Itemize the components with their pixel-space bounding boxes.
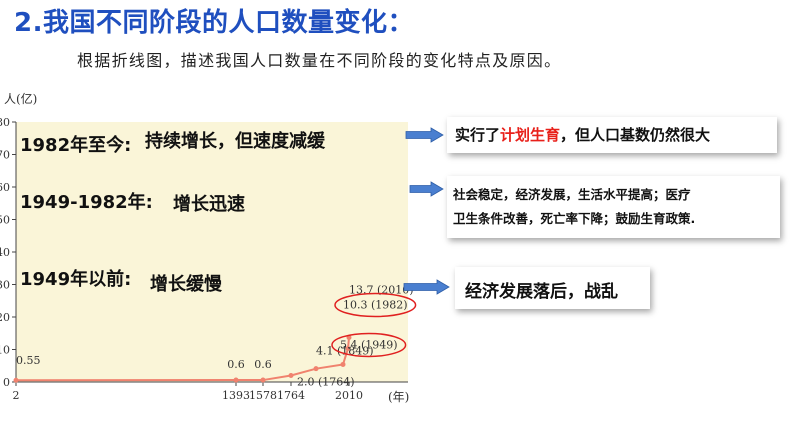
y-tick-label: 50 [0, 214, 10, 227]
data-label: 10.3 (1982) [343, 299, 408, 312]
instruction-text: 根据折线图，描述我国人口数量在不同阶段的变化特点及原因。 [77, 51, 562, 70]
arrow-early [403, 279, 450, 295]
stage-trait-mid: 增长迅速 [173, 194, 245, 215]
cause-early-text: 经济发展落后，战乱 [465, 282, 618, 302]
y-tick-label: 70 [0, 149, 10, 162]
data-label: 0.6 [254, 358, 272, 371]
x-tick-label: 1578 [249, 389, 277, 402]
cause-box-mid: 社会稳定，经济发展，生活水平提高；医疗 卫生条件改善，死亡率下降；鼓励生育政策. [447, 176, 780, 238]
x-tick-label: 1393 [222, 389, 250, 402]
stage-period-early: 1949年以前: [20, 269, 132, 290]
data-point [313, 366, 319, 372]
data-point [340, 361, 346, 367]
x-tick-label: 1764 [277, 389, 305, 402]
stage-trait-recent: 持续增长，但速度减缓 [145, 131, 325, 152]
cause-recent-highlight: 计划生育 [500, 126, 561, 144]
x-tick-label: 2 [13, 389, 20, 402]
highlight-ellipse [334, 292, 417, 318]
arrow-recent [405, 127, 444, 143]
cause-box-recent: 实行了计划生育，但人口基数仍然很大 [447, 117, 777, 153]
y-tick-label: 60 [0, 181, 10, 194]
cause-recent-suffix: ，但人口基数仍然很大 [560, 126, 711, 144]
data-point [233, 377, 239, 383]
stage-period-mid: 1949-1982年: [20, 192, 153, 213]
data-point [260, 377, 266, 383]
population-series-line [15, 337, 350, 382]
data-label: 4.1 (1849) [316, 345, 374, 358]
stage-trait-early: 增长缓慢 [150, 274, 222, 295]
y-tick-label: 30 [0, 279, 10, 292]
x-axis-label: (年) [388, 390, 409, 404]
stage-period-recent: 1982年至今: [20, 135, 132, 156]
data-point [288, 373, 294, 378]
plot-background [16, 122, 408, 382]
cause-mid-line-2: 卫生条件改善，死亡率下降；鼓励生育政策. [453, 211, 696, 226]
data-point [13, 377, 19, 383]
data-label: 0.55 [16, 354, 41, 367]
y-tick-label: 20 [0, 311, 10, 324]
y-tick-label: 10 [0, 344, 10, 357]
y-axis-label: 人(亿) [4, 91, 37, 106]
slide-title: 2.我国不同阶段的人口数量变化： [14, 8, 414, 38]
data-label: 0.6 [227, 358, 245, 371]
data-label: 2.0 (1764) [297, 376, 355, 389]
data-label: 5.4 (1949) [340, 338, 398, 351]
x-tick-label: 2010 [335, 389, 363, 402]
data-point [345, 346, 351, 352]
y-tick-label: 0 [3, 376, 10, 389]
cause-mid-line-1: 社会稳定，经济发展，生活水平提高；医疗 [453, 187, 691, 202]
highlight-ellipse [331, 332, 407, 358]
cause-box-early: 经济发展落后，战乱 [455, 267, 650, 309]
arrow-mid [409, 181, 444, 197]
y-tick-label: 40 [0, 246, 10, 259]
cause-recent-prefix: 实行了 [455, 126, 501, 144]
y-tick-label: 80 [0, 116, 10, 129]
